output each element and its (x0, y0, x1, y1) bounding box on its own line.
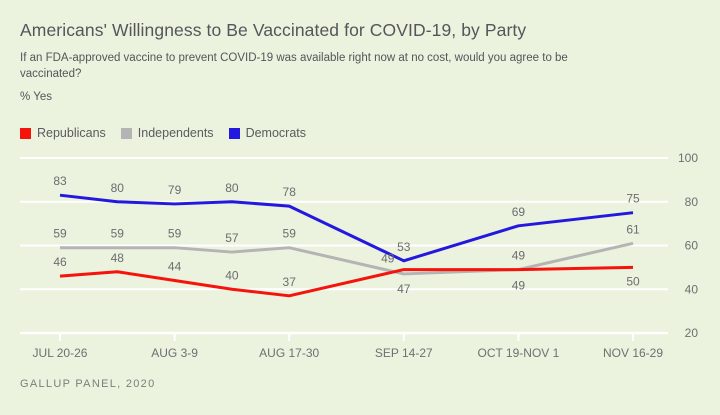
data-label-democrats: 53 (397, 240, 411, 254)
legend-swatch-icon (228, 127, 240, 139)
legend-swatch-icon (20, 127, 31, 139)
x-axis-label: SEP 14-27 (375, 346, 433, 360)
data-label-democrats: 80 (111, 181, 125, 195)
data-label-republicans: 49 (512, 279, 526, 293)
x-axis-label: NOV 16-29 (603, 346, 663, 360)
legend-label: Democrats (245, 126, 306, 140)
x-axis-label: OCT 19-NOV 1 (477, 346, 559, 360)
data-label-democrats: 75 (626, 192, 640, 206)
data-label-democrats: 79 (168, 183, 182, 197)
data-label-republicans: 48 (111, 251, 125, 265)
data-label-democrats: 69 (512, 205, 526, 219)
legend-item-independents[interactable]: Independents (120, 126, 214, 140)
data-label-independents: 49 (512, 249, 526, 263)
data-label-democrats: 80 (225, 181, 239, 195)
data-label-republicans: 49 (381, 252, 395, 266)
y-axis-label: 20 (685, 326, 699, 340)
x-axis-label: AUG 3-9 (151, 346, 198, 360)
y-axis-label: 100 (678, 151, 698, 165)
y-axis-label: 60 (685, 239, 699, 253)
legend-item-democrats[interactable]: Democrats (228, 126, 306, 140)
x-axis-label: AUG 17-30 (259, 346, 319, 360)
survey-question: If an FDA-approved vaccine to prevent CO… (20, 52, 568, 80)
data-label-independents: 59 (53, 227, 67, 241)
y-axis-label: 40 (685, 282, 699, 296)
legend-swatch-icon (120, 127, 132, 139)
legend-label: Republicans (37, 126, 106, 140)
data-label-independents: 61 (626, 222, 640, 236)
data-label-democrats: 83 (53, 174, 67, 188)
series-line-democrats[interactable] (59, 193, 634, 263)
data-label-republicans: 40 (225, 268, 239, 282)
legend: Republicans Independents Democrats (20, 126, 306, 140)
data-label-democrats: 78 (283, 185, 297, 199)
data-label-independents: 47 (397, 282, 411, 296)
source-note: GALLUP PANEL, 2020 (20, 378, 156, 390)
page-title: Americans' Willingness to Be Vaccinated … (20, 20, 527, 40)
legend-label: Independents (137, 126, 214, 140)
data-label-republicans: 37 (283, 275, 297, 289)
data-label-independents: 59 (111, 227, 125, 241)
data-label-republicans: 50 (626, 274, 640, 288)
data-label-independents: 59 (283, 227, 297, 241)
data-label-independents: 59 (168, 227, 182, 241)
series-line-republicans[interactable] (59, 265, 634, 298)
data-label-independents: 57 (225, 231, 239, 245)
x-axis-label: JUL 20-26 (33, 346, 88, 360)
y-axis-label: 80 (685, 195, 699, 209)
legend-item-republicans[interactable]: Republicans (20, 126, 106, 140)
metric-label: % Yes (20, 91, 52, 103)
data-label-republicans: 44 (168, 260, 182, 274)
data-label-republicans: 46 (53, 255, 67, 269)
